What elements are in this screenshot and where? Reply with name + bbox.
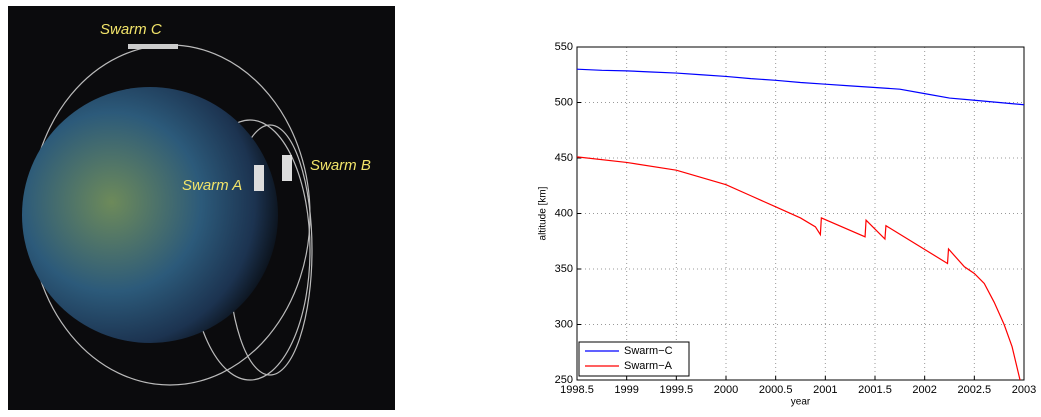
- x-tick-label: 2001.5: [858, 384, 892, 396]
- legend-label: Swarm−A: [624, 360, 673, 372]
- y-tick-label: 550: [555, 41, 573, 53]
- earth: [22, 87, 278, 343]
- y-tick-label: 500: [555, 96, 573, 108]
- x-tick-label: 2000: [714, 384, 738, 396]
- series-line: [576, 156, 1021, 381]
- x-tick-label: 2002: [912, 384, 936, 396]
- satellite-label: Swarm C: [100, 21, 162, 38]
- y-tick-label: 450: [555, 152, 573, 164]
- y-tick-label: 350: [555, 263, 573, 275]
- x-tick-label: 1998.5: [560, 384, 594, 396]
- y-tick-label: 250: [555, 374, 573, 386]
- satellite: [282, 155, 292, 181]
- x-tick-label: 1999.5: [660, 384, 694, 396]
- chart: 1998.5 1999 1999.5 2000 2000.5 2001 2001.5 2002…: [538, 41, 1037, 408]
- x-tick-label: 2002.5: [958, 384, 992, 396]
- series-line: [576, 68, 1025, 106]
- x-tick-label: 2003: [1012, 384, 1036, 396]
- y-tick-label: 300: [555, 318, 573, 330]
- x-tick-label: 2001: [813, 384, 837, 396]
- y-axis-label: altitude [km]: [538, 186, 549, 240]
- illustration: Swarm C Swarm A Swarm B: [8, 6, 395, 410]
- y-tick-label: 400: [555, 207, 573, 219]
- legend-label: Swarm−C: [624, 345, 673, 357]
- x-tick-label: 2000.5: [759, 384, 793, 396]
- plot-area: [577, 47, 1024, 380]
- satellite: [254, 165, 264, 191]
- legend-box: [578, 341, 690, 377]
- plot-frame: [576, 46, 1025, 381]
- satellite-label: Swarm A: [182, 177, 242, 194]
- satellite: [128, 44, 178, 49]
- x-tick-label: 1999: [614, 384, 638, 396]
- satellite-label: Swarm B: [310, 157, 371, 174]
- x-axis-label: year: [791, 397, 811, 408]
